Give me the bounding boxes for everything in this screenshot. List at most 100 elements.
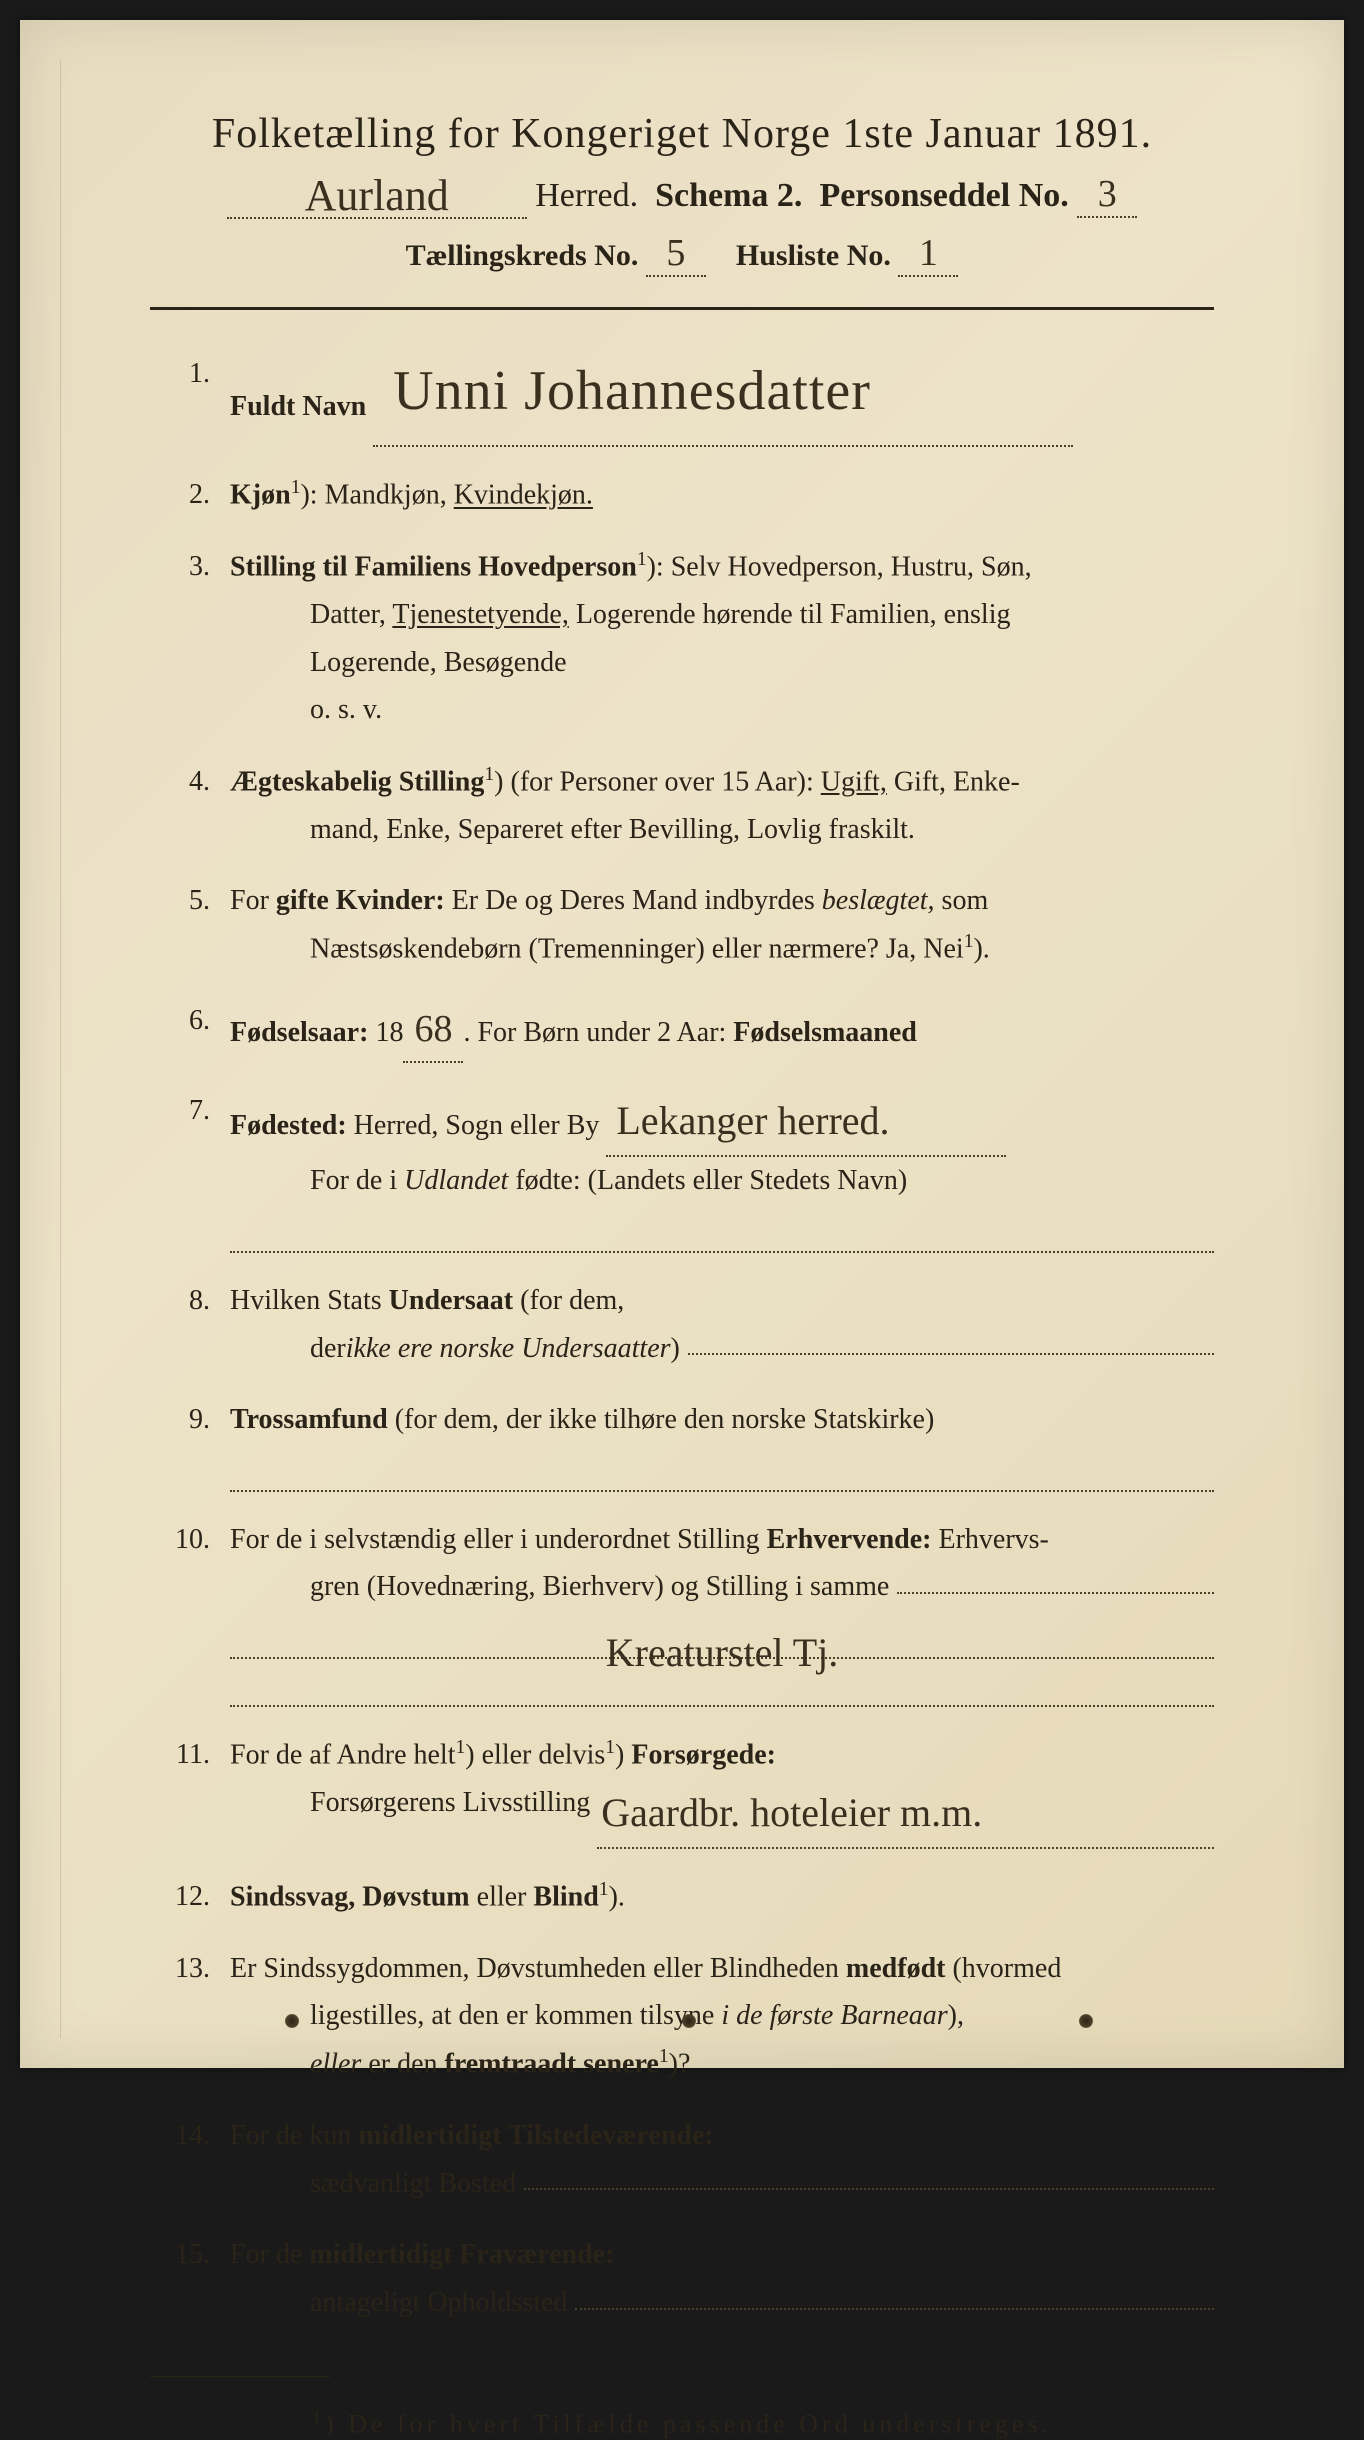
indent-line: Forsørgerens Livsstilling Gaardbr. hotel… <box>230 1779 1214 1849</box>
field-num: 4. <box>170 758 230 854</box>
husliste-field: 1 <box>898 231 958 277</box>
field-num: 3. <box>170 543 230 734</box>
herred-label: Herred. <box>535 177 638 214</box>
field-body: Trossamfund (for dem, der ikke tilhøre d… <box>230 1396 1214 1492</box>
taellingskreds-label: Tællingskreds No. <box>406 239 639 272</box>
field-label: medfødt <box>846 1953 946 1984</box>
footnote-sup: 1 <box>312 2407 325 2427</box>
field-body: For gifte Kvinder: Er De og Deres Mand i… <box>230 877 1214 973</box>
field-body: Er Sindssygdommen, Døvstumheden eller Bl… <box>230 1945 1214 2088</box>
field-5: 5. For gifte Kvinder: Er De og Deres Man… <box>170 877 1214 973</box>
indent-line: Næstsøskendebørn (Tremenninger) eller næ… <box>230 925 1214 973</box>
herred-field: Aurland <box>227 166 527 219</box>
census-form-page: Folketælling for Kongeriget Norge 1ste J… <box>20 20 1344 2068</box>
footnote-divider <box>150 2376 330 2377</box>
field-12: 12. Sindssvag, Døvstum eller Blind1). <box>170 1873 1214 1921</box>
field-7: 7. Fødested: Herred, Sogn eller By Lekan… <box>170 1087 1214 1253</box>
name-field: Unni Johannesdatter <box>373 350 1073 447</box>
field-label: gifte Kvinder: <box>276 885 445 916</box>
birthplace-hw: Lekanger herred. <box>616 1098 889 1143</box>
text-b: . For Børn under 2 Aar: <box>463 1017 733 1048</box>
sup: 1 <box>484 764 494 785</box>
text-a: ): Selv Hovedperson, Hustru, Søn, <box>647 551 1032 582</box>
sup: 1 <box>291 477 301 498</box>
form-title: Folketælling for Kongeriget Norge 1ste J… <box>150 110 1214 158</box>
field-11: 11. For de af Andre helt1) eller delvis1… <box>170 1731 1214 1849</box>
personseddel-no: 3 <box>1098 172 1117 216</box>
field-num: 15. <box>170 2231 230 2326</box>
indent-line3: o. s. v. <box>230 686 1214 734</box>
taellingskreds-field: 5 <box>646 231 706 277</box>
field-num: 1. <box>170 350 230 447</box>
field-label: midlertidigt Fraværende: <box>309 2239 614 2270</box>
text-a: Hvilken Stats <box>230 1285 389 1316</box>
field-8: 8. Hvilken Stats Undersaat (for dem, der… <box>170 1277 1214 1372</box>
underlined: Tjenestetyende, <box>392 599 568 630</box>
taellingskreds-no: 5 <box>666 231 685 275</box>
occupation-field: Kreaturstel Tj. <box>230 1619 1214 1659</box>
italic: beslægtet, <box>822 885 935 916</box>
text-a: For de <box>230 2239 309 2270</box>
text: ): Mandkjøn, <box>300 480 453 511</box>
field-label: Ægteskabelig Stilling <box>230 766 484 797</box>
field-label: Fuldt Navn <box>230 391 366 422</box>
text-a: For de kun <box>230 2120 358 2151</box>
text-b: Gift, Enke- <box>887 766 1020 797</box>
field-num: 11. <box>170 1731 230 1849</box>
indent-line: For de i Udlandet fødte: (Landets eller … <box>230 1157 1214 1205</box>
dotted-rest <box>524 2160 1214 2191</box>
field-num: 9. <box>170 1396 230 1492</box>
dotted-rest <box>897 1563 1214 1594</box>
field-num: 2. <box>170 471 230 519</box>
indent-line: gren (Hovednæring, Bierhverv) og Stillin… <box>230 1563 1214 1611</box>
field-label: midlertidigt Tilstedeværende: <box>358 2120 713 2151</box>
underlined: Kvindekjøn. <box>454 480 593 511</box>
form-subtitle-2: Tællingskreds No. 5 Husliste No. 1 <box>150 231 1214 277</box>
text-a: Er Sindssygdommen, Døvstumheden eller Bl… <box>230 1953 846 1984</box>
label-b: Fødselsmaaned <box>733 1017 917 1048</box>
text-b: Erhvervs- <box>931 1524 1048 1555</box>
field-num: 12. <box>170 1873 230 1921</box>
text-b: (hvormed <box>945 1953 1061 1984</box>
occupation-hw: Kreaturstel Tj. <box>606 1630 839 1675</box>
year-hw: 68 <box>414 997 452 1062</box>
indent-line: antageligt Opholdssted <box>230 2279 1214 2327</box>
dotted-rest <box>575 2279 1214 2310</box>
husliste-no: 1 <box>919 231 938 275</box>
field-num: 7. <box>170 1087 230 1253</box>
pinhole-icon <box>682 2014 696 2028</box>
form-items: 1. Fuldt Navn Unni Johannesdatter 2. Kjø… <box>150 350 1214 2326</box>
field-num: 8. <box>170 1277 230 1372</box>
field-label: Stilling til Familiens Hovedperson <box>230 551 637 582</box>
field-body: Kjøn1): Mandkjøn, Kvindekjøn. <box>230 471 1214 519</box>
field-body: Ægteskabelig Stilling1) (for Personer ov… <box>230 758 1214 854</box>
field-body: For de kun midlertidigt Tilstedeværende:… <box>230 2112 1214 2207</box>
field-body: Fødselsaar: 1868. For Børn under 2 Aar: … <box>230 997 1214 1064</box>
text-c: som <box>935 885 989 916</box>
field-num: 6. <box>170 997 230 1064</box>
name-handwritten: Unni Johannesdatter <box>393 344 871 439</box>
text-a: For de af Andre helt <box>230 1739 456 1770</box>
field-body: For de af Andre helt1) eller delvis1) Fo… <box>230 1731 1214 1849</box>
field-3: 3. Stilling til Familiens Hovedperson1):… <box>170 543 1214 734</box>
sup: 1 <box>637 549 647 570</box>
indent-line: sædvanligt Bosted <box>230 2160 1214 2208</box>
field-1: 1. Fuldt Navn Unni Johannesdatter <box>170 350 1214 447</box>
field-body: Hvilken Stats Undersaat (for dem, der ik… <box>230 1277 1214 1372</box>
field-label: Sindssvag, Døvstum <box>230 1881 470 1912</box>
text-a: eller <box>470 1881 534 1912</box>
text-b: (for dem, <box>513 1285 624 1316</box>
field-label: Fødested: <box>230 1110 347 1141</box>
field-2: 2. Kjøn1): Mandkjøn, Kvindekjøn. <box>170 471 1214 519</box>
indent-line2: eller er den fremtraadt senere1)? <box>230 2040 1214 2088</box>
field-num: 5. <box>170 877 230 973</box>
text-a: (for dem, der ikke tilhøre den norske St… <box>388 1404 935 1435</box>
label-b: Blind <box>533 1881 598 1912</box>
text-b: ) eller delvis <box>465 1739 605 1770</box>
field-4: 4. Ægteskabelig Stilling1) (for Personer… <box>170 758 1214 854</box>
dotted-full <box>230 1452 1214 1492</box>
personseddel-field: 3 <box>1077 172 1137 218</box>
field-label: Fødselsaar: <box>230 1017 368 1048</box>
field-body: Sindssvag, Døvstum eller Blind1). <box>230 1873 1214 1921</box>
text-a: ) (for Personer over 15 Aar): <box>494 766 821 797</box>
